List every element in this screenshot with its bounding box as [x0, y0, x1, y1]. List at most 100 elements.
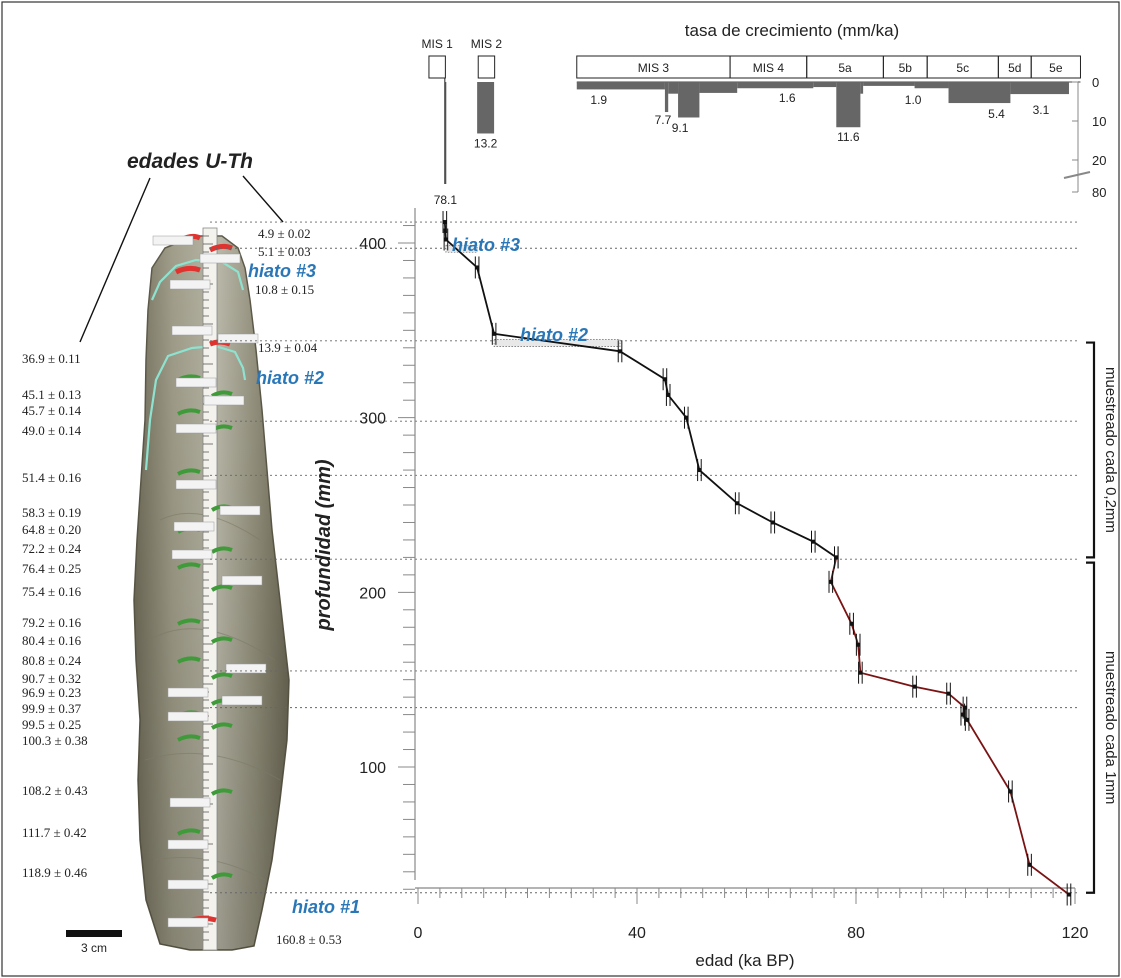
- hiatus-box: [445, 244, 478, 253]
- growth-rate-bar: [863, 82, 915, 86]
- growth-rate-bar: [444, 82, 447, 184]
- point-marker: [662, 377, 667, 382]
- point-marker: [697, 468, 702, 473]
- uth-age-label: 108.2 ± 0.43: [22, 783, 88, 798]
- growth-rate-bar: [836, 82, 861, 128]
- growth-rate-value: 1.6: [779, 91, 796, 105]
- uth-age-label: 13.9 ± 0.04: [258, 340, 318, 355]
- point-marker: [442, 220, 447, 225]
- mis-stage-label: MIS 1: [421, 37, 453, 51]
- growth-rate-value: 3.1: [1033, 103, 1050, 117]
- growth-rate-value: 9.1: [672, 121, 689, 135]
- series-lines: [443, 221, 1070, 896]
- sample-tag: [175, 377, 217, 388]
- point-marker: [1027, 862, 1032, 867]
- point-marker: [834, 555, 839, 560]
- sample-tag: [167, 839, 209, 850]
- scale-bar-label: 3 cm: [81, 941, 107, 955]
- point-marker: [946, 691, 951, 696]
- data-point: [491, 322, 497, 345]
- uth-age-label: 58.3 ± 0.19: [22, 505, 81, 520]
- data-point: [617, 340, 623, 363]
- point-marker: [849, 621, 854, 626]
- mis-stage-label: MIS 2: [471, 37, 503, 51]
- series-points: [442, 211, 1072, 906]
- sampling-bracket: [1086, 561, 1096, 894]
- growth-rate-value: 1.9: [590, 93, 607, 107]
- uth-right-labels: 4.9 ± 0.02 5.1 ± 0.03 10.8 ± 0.15 13.9 ± 0.…: [255, 226, 342, 947]
- point-marker: [618, 349, 623, 354]
- y-tick-label: 300: [359, 411, 386, 428]
- point-marker: [858, 670, 863, 675]
- sample-mark-green: [210, 872, 233, 880]
- data-point: [810, 530, 816, 553]
- mis-stage-box: [477, 55, 496, 79]
- uth-age-label: 79.2 ± 0.16: [22, 615, 82, 630]
- sample-tag: [199, 253, 241, 264]
- data-point: [474, 256, 480, 279]
- point-marker: [960, 712, 965, 717]
- sample-tag: [152, 235, 194, 246]
- growth-rate-value: 13.2: [474, 136, 498, 150]
- growth-rate-bar: [737, 82, 814, 89]
- sample-tag: [167, 687, 209, 698]
- growth-rate-title: tasa de crecimiento (mm/ka): [685, 21, 899, 40]
- mis-stage-label: 5e: [1049, 61, 1063, 75]
- uth-age-label: 5.1 ± 0.03: [258, 244, 311, 259]
- uth-age-label: 45.7 ± 0.14: [22, 403, 82, 418]
- sample-tag: [225, 663, 267, 674]
- hiatus-3-outline: [150, 258, 245, 301]
- uth-callout-right: [242, 175, 284, 223]
- sample-mark-red: [208, 243, 233, 253]
- uth-title: edades U-Th: [127, 150, 253, 173]
- growth-rate-bar: [576, 82, 665, 90]
- mis-stage-box: [1030, 55, 1081, 79]
- uth-age-label: 45.1 ± 0.13: [22, 387, 81, 402]
- y-ticks: 100 200 300 400: [359, 225, 415, 890]
- y-axis: 100 200 300 400: [359, 208, 416, 890]
- growth-rate-axis: 0 10 20 80: [444, 75, 1106, 200]
- sample-mark-green: [177, 618, 201, 626]
- growth-rate-bar: [678, 82, 700, 118]
- uth-age-label: 51.4 ± 0.16: [22, 470, 82, 485]
- growth-axis-label: 10: [1092, 114, 1106, 129]
- uth-age-label: 118.9 ± 0.46: [22, 865, 88, 880]
- growth-rate-bar: [664, 82, 669, 113]
- x-tick-label: 80: [847, 925, 865, 942]
- growth-rate-bar: [948, 82, 1011, 104]
- mis-stage-box: [428, 55, 446, 79]
- uth-age-label: 75.4 ± 0.16: [22, 584, 82, 599]
- growth-rate-value: 1.0: [905, 93, 922, 107]
- data-point: [960, 703, 966, 726]
- growth-rate-bar: [813, 82, 837, 88]
- sampling-bracket: [1086, 341, 1096, 559]
- uth-age-label: 96.9 ± 0.23: [22, 685, 81, 700]
- growth-rate-bar: [914, 82, 949, 89]
- sample-tag: [221, 695, 263, 706]
- sample-mark-green: [177, 828, 201, 836]
- sample-tag: [169, 279, 211, 290]
- data-point: [443, 228, 449, 251]
- point-marker: [1066, 892, 1071, 897]
- x-axis: 0 40 80 120: [414, 887, 1088, 942]
- uth-age-label: 36.9 ± 0.11: [22, 351, 81, 366]
- growth-axis-label: 20: [1092, 153, 1106, 168]
- uth-age-label: 64.8 ± 0.20: [22, 522, 81, 537]
- data-point: [946, 682, 951, 705]
- data-point: [1066, 883, 1072, 906]
- uth-age-label: 10.8 ± 0.15: [255, 282, 314, 297]
- sample-tags: [152, 235, 267, 928]
- sample-tag: [175, 423, 217, 434]
- growth-rate-value: 5.4: [988, 107, 1005, 121]
- series-line-2: [829, 557, 1070, 896]
- uth-age-label: 49.0 ± 0.14: [22, 423, 82, 438]
- growth-rate-value: 7.7: [655, 113, 672, 127]
- sample-tag: [221, 575, 263, 586]
- stalagmite-photo: 3 cm: [66, 227, 290, 955]
- sample-tag: [175, 479, 217, 490]
- mis-stage-label: 5a: [838, 61, 852, 75]
- mis-stages: MIS 1 MIS 2 MIS 3 MIS 4 5a 5b 5c 5d 5e: [421, 37, 1081, 83]
- hiatus-2-outline: [144, 344, 247, 471]
- sample-tag: [217, 333, 259, 344]
